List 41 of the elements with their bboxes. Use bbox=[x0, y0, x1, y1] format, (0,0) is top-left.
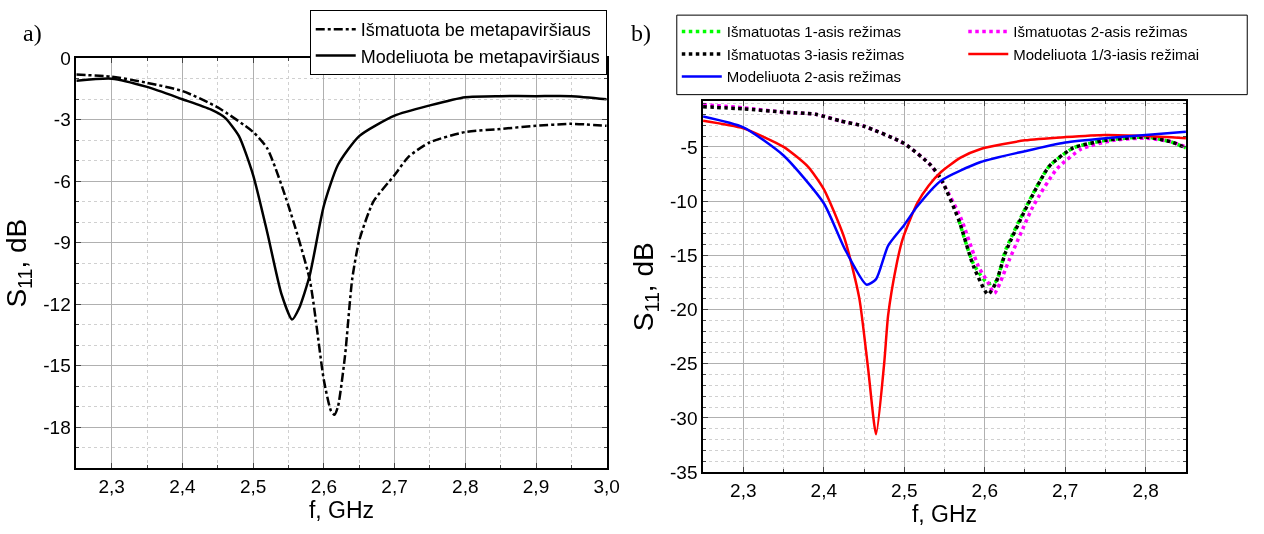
y-tick-label: -15 bbox=[670, 244, 698, 266]
y-tick-label: -15 bbox=[43, 355, 71, 377]
y-tick-label: -30 bbox=[670, 407, 698, 429]
chart-title: b) bbox=[631, 20, 651, 46]
chart-title: a) bbox=[23, 20, 42, 46]
x-tick-label: 2,9 bbox=[522, 475, 550, 497]
y-tick-label: -20 bbox=[670, 299, 698, 321]
x-axis-title: f, GHz bbox=[911, 500, 978, 527]
x-tick-label: 2,7 bbox=[381, 475, 408, 497]
legend-label: Išmatuotas 3-iasis režimas bbox=[726, 45, 905, 63]
x-tick-label: 2,5 bbox=[891, 479, 918, 501]
y-tick-label: -18 bbox=[43, 416, 71, 438]
line-series bbox=[957, 135, 1186, 286]
x-tick-label: 3,0 bbox=[593, 475, 620, 497]
legend-label: Išmatuotas 1-asis režimas bbox=[726, 23, 902, 41]
y-tick-label: -9 bbox=[53, 232, 71, 254]
y-tick-label: -25 bbox=[670, 353, 698, 375]
x-tick-label: 2,4 bbox=[169, 475, 197, 497]
y-tick-label: -12 bbox=[43, 293, 71, 315]
y-tick-label: -10 bbox=[670, 190, 698, 212]
x-tick-label: 2,8 bbox=[1132, 479, 1159, 501]
x-tick-label: 2,6 bbox=[971, 479, 998, 501]
x-tick-label: 2,8 bbox=[452, 475, 479, 497]
y-tick-label: -35 bbox=[670, 461, 698, 483]
x-tick-label: 2,3 bbox=[98, 475, 125, 497]
x-tick-label: 2,6 bbox=[310, 475, 338, 497]
legend-label: Išmatuotas 2-asis režimas bbox=[1013, 23, 1188, 41]
x-tick-label: 2,4 bbox=[810, 479, 838, 501]
legend-label: Modeliuota 2-asis režimas bbox=[726, 68, 902, 86]
legend-label: Išmatuota be metapaviršiaus bbox=[360, 20, 591, 41]
y-tick-label: -5 bbox=[680, 136, 698, 158]
x-tick-label: 2,7 bbox=[1052, 479, 1079, 501]
x-axis-title: f, GHz bbox=[308, 496, 375, 523]
x-tick-label: 2,3 bbox=[730, 479, 757, 501]
y-tick-label: -3 bbox=[53, 109, 71, 131]
y-tick-label: 0 bbox=[60, 47, 71, 69]
legend-label: Modeliuota 1/3-iasis režimai bbox=[1013, 45, 1200, 63]
line-series bbox=[703, 119, 1186, 436]
x-tick-label: 2,5 bbox=[239, 475, 267, 497]
y-tick-label: -6 bbox=[53, 170, 71, 192]
series-label: Modeliuota be metapaviršiaus bbox=[360, 46, 600, 67]
